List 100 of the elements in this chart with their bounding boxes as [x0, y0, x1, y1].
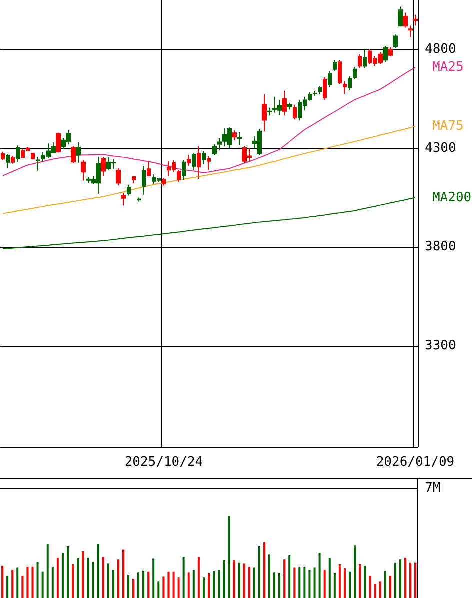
- series-label: MA25: [432, 60, 464, 75]
- candlestick: [192, 152, 196, 171]
- bar: [359, 564, 362, 598]
- bar: [117, 560, 120, 598]
- y-tick-label: 3800: [425, 240, 456, 255]
- bar: [304, 566, 306, 598]
- candlestick: [262, 94, 267, 132]
- bar: [414, 562, 416, 598]
- bar: [42, 572, 44, 598]
- bar: [263, 542, 266, 598]
- y-tick-label: 4300: [425, 140, 456, 156]
- bar: [248, 566, 250, 598]
- bar: [238, 562, 240, 598]
- bar: [107, 564, 110, 598]
- bar: [228, 516, 230, 598]
- bar: [278, 573, 281, 598]
- candlestick: [232, 130, 237, 141]
- candlestick: [137, 197, 141, 202]
- bar: [188, 572, 190, 598]
- candlestick: [318, 86, 322, 94]
- bar: [324, 570, 326, 598]
- bar: [137, 572, 140, 598]
- candlestick: [358, 54, 362, 69]
- candlestick: [116, 168, 121, 186]
- bar: [394, 562, 396, 598]
- bar: [198, 557, 200, 598]
- candlestick: [81, 160, 86, 182]
- candlestick: [398, 6, 403, 28]
- candlestick: [11, 156, 15, 164]
- bar: [328, 558, 331, 598]
- bar: [32, 566, 34, 598]
- bar: [268, 554, 270, 598]
- candlestick: [31, 152, 35, 160]
- bar: [338, 564, 341, 598]
- bar: [22, 576, 24, 598]
- bar: [258, 546, 260, 598]
- candlestick: [147, 162, 151, 177]
- bar: [334, 573, 336, 598]
- bar: [369, 576, 372, 598]
- candlestick: [162, 178, 166, 186]
- bar: [178, 578, 180, 598]
- candlestick: [343, 80, 347, 94]
- text: 7M: [425, 481, 441, 496]
- bar: [77, 558, 80, 598]
- candlestick: [383, 46, 388, 63]
- candlestick: [16, 144, 20, 163]
- x-tick-label: 2026/01/09: [376, 455, 455, 470]
- bar: [56, 558, 59, 598]
- bar: [36, 562, 39, 598]
- bar: [253, 568, 256, 598]
- y-tick-label: 3300: [425, 338, 456, 354]
- bar: [182, 557, 185, 598]
- candlestick: [142, 166, 146, 196]
- candlestick: [197, 146, 201, 180]
- bar: [12, 570, 14, 598]
- candlestick: [338, 60, 342, 85]
- bar: [404, 558, 406, 598]
- bar: [218, 570, 220, 598]
- bar: [349, 572, 352, 598]
- bar: [112, 570, 114, 598]
- bar: [233, 560, 236, 598]
- bar: [6, 576, 9, 598]
- bar: [148, 572, 150, 598]
- candlestick: [6, 154, 10, 169]
- candlestick: [408, 25, 413, 38]
- bar: [87, 558, 90, 598]
- line-series: [2, 66, 416, 176]
- bar: [308, 570, 311, 598]
- candlestick: [177, 170, 181, 182]
- bar: [288, 555, 291, 598]
- bar: [314, 568, 316, 598]
- candlestick: [101, 156, 106, 177]
- bar: [298, 566, 301, 598]
- candlestick: [76, 142, 81, 164]
- candlestick: [413, 14, 418, 26]
- candlestick: [121, 192, 126, 206]
- line-series: [2, 197, 416, 250]
- candlestick: [187, 154, 191, 167]
- bar: [223, 560, 226, 598]
- bar: [97, 544, 100, 598]
- bar: [72, 564, 74, 598]
- bar: [152, 558, 155, 598]
- candlestick: [328, 70, 332, 88]
- bar: [102, 557, 104, 598]
- candlestick: [1, 151, 5, 161]
- candlestick: [132, 176, 136, 184]
- candlestick: [202, 150, 206, 165]
- candlestick: [71, 146, 76, 164]
- candlestick: [388, 46, 393, 57]
- candlestick: [363, 48, 367, 69]
- bar: [162, 576, 165, 598]
- candlestick: [127, 184, 131, 196]
- bar: [273, 572, 276, 598]
- bar: [52, 566, 54, 598]
- bar: [62, 553, 64, 598]
- candlestick: [323, 77, 327, 100]
- candlestick: [36, 156, 40, 172]
- candlestick: [393, 34, 398, 49]
- bar: [384, 571, 386, 598]
- candlestick: [237, 132, 242, 146]
